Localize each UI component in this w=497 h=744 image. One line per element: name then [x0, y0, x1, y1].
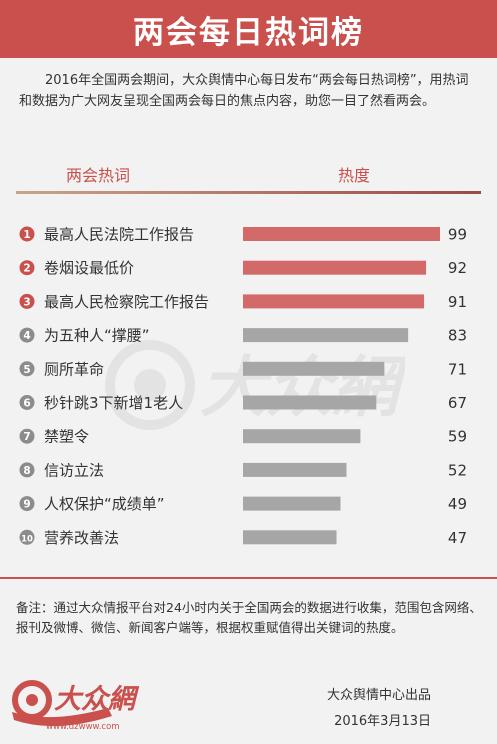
heat-value: 71 [448, 360, 467, 378]
footer-divider [0, 577, 497, 579]
rank-badge [19, 496, 35, 512]
rank-number: 4 [23, 330, 30, 342]
rank-badge [19, 395, 35, 410]
rank-badge [19, 226, 35, 242]
keyword-label: 最高人民检察院工作报告 [44, 293, 209, 311]
footer-note: 备注：通过大众情报平台对24小时内关于全国两会的数据进行收集，范围包含网络、报刊… [16, 600, 482, 635]
keyword-label: 最高人民法院工作报告 [44, 226, 194, 244]
rank-badge [19, 462, 35, 478]
heat-value: 83 [448, 327, 467, 345]
heat-value: 59 [448, 428, 467, 446]
rank-badge [19, 293, 35, 309]
rank-number: 2 [23, 263, 30, 275]
heat-value: 52 [448, 461, 467, 479]
keyword-label: 厕所革命 [44, 360, 104, 378]
rank-number: 9 [23, 499, 30, 511]
keyword-label: 秒针跳3下新增1老人 [44, 394, 183, 412]
rank-number: 7 [23, 431, 30, 443]
keyword-label: 人权保护“成绩单” [44, 495, 165, 513]
heat-bar [243, 328, 409, 343]
column-header-keyword: 两会热词 [66, 166, 131, 185]
heat-bar [243, 530, 337, 545]
intro-text: 2016年全国两会期间，大众舆情中心每日发布“两会每日热词榜”，用热词和数据为广… [19, 73, 469, 109]
heat-value: 49 [448, 495, 467, 513]
header-underline [16, 191, 481, 194]
heat-bar [243, 429, 361, 444]
dazhong-logo: 大众網 www.dzwww.com [10, 678, 140, 738]
keyword-label: 营养改善法 [44, 529, 119, 547]
rank-badge [19, 361, 35, 377]
page-title: 两会每日热词榜 [133, 14, 364, 51]
keyword-label: 禁塑令 [44, 428, 89, 446]
keyword-label: 为五种人“撑腰” [44, 327, 150, 345]
title-bar: 两会每日热词榜 [0, 0, 497, 58]
column-header-heat: 热度 [338, 166, 371, 185]
heat-bar [243, 294, 425, 309]
heat-value: 47 [448, 529, 467, 547]
heat-bar [243, 395, 377, 410]
publisher-credit: 大众舆情中心出品 [326, 688, 431, 703]
heat-bar [243, 260, 427, 275]
rank-badge [19, 260, 35, 276]
heat-bar [243, 462, 347, 477]
heat-value: 99 [448, 226, 467, 244]
heat-bar [243, 361, 385, 376]
rank-number: 1 [23, 229, 30, 241]
heat-value: 92 [448, 259, 467, 277]
keyword-label: 信访立法 [44, 461, 104, 479]
rank-number: 8 [23, 465, 30, 477]
rank-number: 5 [23, 364, 30, 376]
keyword-label: 卷烟设最低价 [44, 259, 134, 277]
rank-badge [19, 327, 35, 343]
logo-text: 大众網 [54, 684, 140, 715]
rank-badge [19, 529, 35, 545]
publish-date: 2016年3月13日 [334, 714, 431, 729]
logo-url: www.dzwww.com [46, 722, 120, 732]
rank-number: 3 [23, 296, 30, 308]
heat-value: 91 [448, 293, 467, 311]
rank-number: 6 [23, 398, 30, 410]
heat-value: 67 [448, 394, 467, 412]
heat-bar [243, 496, 341, 511]
rank-badge [19, 428, 35, 444]
rank-number: 10 [21, 534, 33, 544]
heat-bar [243, 227, 440, 241]
